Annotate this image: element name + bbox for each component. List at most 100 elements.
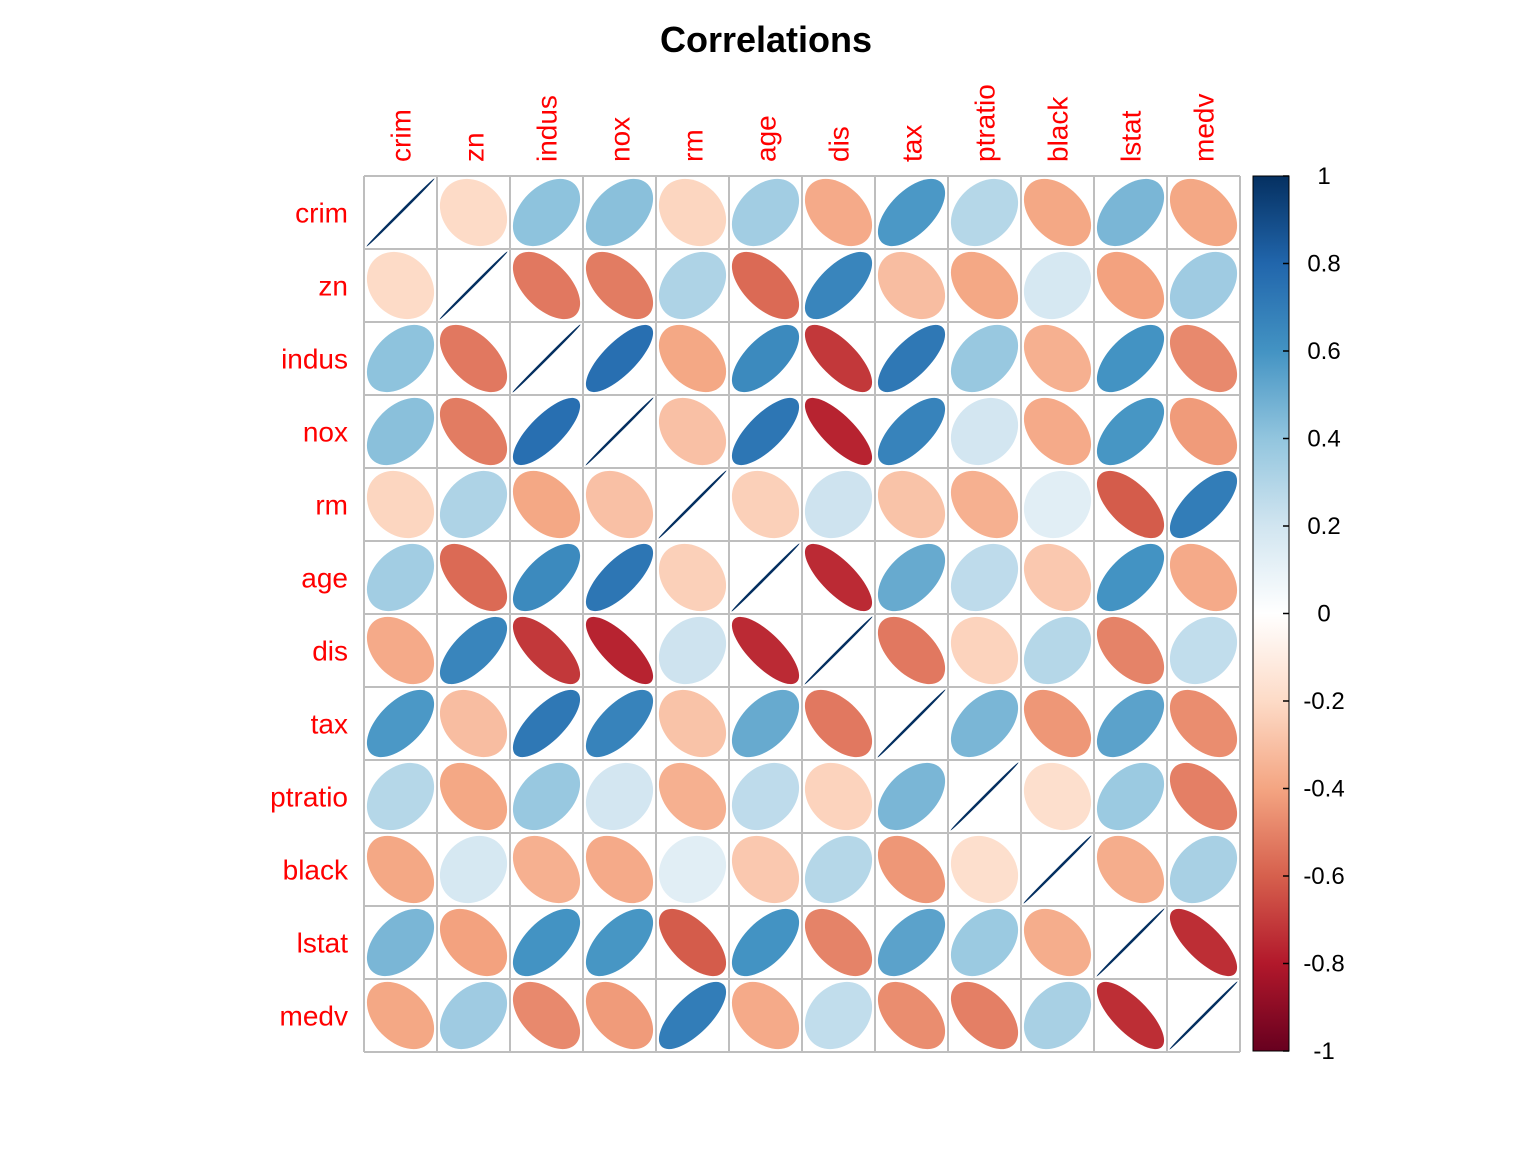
colorbar-tick-label: -0.6: [1303, 863, 1344, 890]
row-label: black: [283, 855, 349, 886]
corr-cell-ptratio-dis: [804, 762, 873, 831]
corr-cell-crim-medv: [1169, 178, 1238, 247]
corr-cell-tax-lstat: [1096, 689, 1165, 758]
corr-cell-age-nox: [585, 543, 654, 612]
corr-cell-black-age: [731, 835, 800, 904]
corr-cell-rm-rm: [658, 470, 727, 539]
corr-cell-ptratio-ptratio: [950, 762, 1019, 831]
corr-cell-ptratio-black: [1023, 762, 1092, 831]
colorbar-tick-label: -0.4: [1303, 776, 1344, 803]
corr-cell-zn-lstat: [1096, 251, 1165, 320]
corr-cell-ptratio-indus: [512, 762, 581, 831]
corr-cell-ptratio-nox: [585, 762, 654, 831]
corr-cell-nox-rm: [658, 397, 727, 466]
corr-cell-tax-tax: [877, 689, 946, 758]
corr-cell-medv-lstat: [1096, 981, 1165, 1050]
corr-cell-lstat-ptratio: [950, 908, 1019, 977]
corr-cell-medv-tax: [877, 981, 946, 1050]
corr-cell-indus-medv: [1169, 324, 1238, 393]
colorbar-tick-label: 1: [1317, 163, 1330, 190]
row-label: nox: [303, 417, 348, 448]
corr-cell-nox-zn: [439, 397, 508, 466]
corr-cell-age-zn: [439, 543, 508, 612]
row-label: crim: [295, 198, 348, 229]
colorbar-tick-label: 0: [1317, 601, 1330, 628]
corr-cell-lstat-nox: [585, 908, 654, 977]
corr-cell-dis-nox: [585, 616, 654, 685]
corr-cell-lstat-tax: [877, 908, 946, 977]
colorbar-tick-label: 0.6: [1307, 338, 1340, 365]
grid-lines: [363, 175, 1241, 1053]
corr-cell-rm-crim: [366, 470, 435, 539]
column-label: age: [751, 115, 782, 162]
row-label: indus: [281, 344, 348, 375]
corr-cell-indus-age: [731, 324, 800, 393]
corr-cell-indus-rm: [658, 324, 727, 393]
corr-cell-ptratio-tax: [877, 762, 946, 831]
corr-cell-rm-dis: [804, 470, 873, 539]
corr-cell-lstat-rm: [658, 908, 727, 977]
corr-cell-indus-black: [1023, 324, 1092, 393]
corr-cell-tax-zn: [439, 689, 508, 758]
corr-cell-dis-crim: [366, 616, 435, 685]
corr-cell-medv-black: [1023, 981, 1092, 1050]
colorbar-tick-label: 0.8: [1307, 251, 1340, 278]
corr-cell-rm-nox: [585, 470, 654, 539]
colorbar-tick-label: 0.2: [1307, 513, 1340, 540]
corr-cell-age-ptratio: [950, 543, 1019, 612]
column-label: lstat: [1116, 110, 1147, 162]
corr-cell-black-zn: [439, 835, 508, 904]
corr-cell-indus-nox: [585, 324, 654, 393]
corr-cell-zn-ptratio: [950, 251, 1019, 320]
colorbar-tick-label: -1: [1313, 1038, 1334, 1065]
corr-cell-nox-tax: [877, 397, 946, 466]
corr-cell-tax-black: [1023, 689, 1092, 758]
corr-cell-zn-nox: [585, 251, 654, 320]
corr-cell-zn-tax: [877, 251, 946, 320]
corr-cell-lstat-black: [1023, 908, 1092, 977]
corr-cell-rm-tax: [877, 470, 946, 539]
corr-cell-lstat-dis: [804, 908, 873, 977]
corr-cell-tax-nox: [585, 689, 654, 758]
corr-cell-ptratio-age: [731, 762, 800, 831]
corr-cell-age-black: [1023, 543, 1092, 612]
row-label: lstat: [297, 928, 349, 959]
corr-cell-black-lstat: [1096, 835, 1165, 904]
corr-cell-age-crim: [366, 543, 435, 612]
corr-cell-dis-indus: [512, 616, 581, 685]
corr-cell-zn-medv: [1169, 251, 1238, 320]
column-labels: crim zn indus nox rm age dis tax ptratio black lst…: [386, 84, 1220, 162]
corr-cell-ptratio-medv: [1169, 762, 1238, 831]
corr-cell-indus-ptratio: [950, 324, 1019, 393]
row-label: rm: [315, 490, 348, 521]
corr-cell-crim-rm: [658, 178, 727, 247]
row-labels: crim zn indus nox rm age dis tax ptratio black lst…: [270, 198, 349, 1032]
colorbar-tick-label: 0.4: [1307, 426, 1340, 453]
column-label: nox: [605, 117, 636, 162]
corr-cell-tax-ptratio: [950, 689, 1019, 758]
corr-cell-dis-rm: [658, 616, 727, 685]
corr-cell-tax-dis: [804, 689, 873, 758]
corr-cell-medv-zn: [439, 981, 508, 1050]
corr-cell-tax-indus: [512, 689, 581, 758]
corr-cell-black-medv: [1169, 835, 1238, 904]
chart-title: Correlations: [660, 19, 872, 60]
corr-cell-zn-rm: [658, 251, 727, 320]
corr-cell-indus-indus: [512, 324, 581, 393]
corr-cell-crim-tax: [877, 178, 946, 247]
corr-cell-medv-dis: [804, 981, 873, 1050]
column-label: zn: [459, 132, 490, 162]
column-label: ptratio: [970, 84, 1001, 162]
corr-cell-rm-black: [1023, 470, 1092, 539]
corr-cell-indus-lstat: [1096, 324, 1165, 393]
corr-cell-nox-indus: [512, 397, 581, 466]
corr-cell-medv-medv: [1169, 981, 1238, 1050]
column-label: medv: [1189, 94, 1220, 162]
corr-cell-zn-black: [1023, 251, 1092, 320]
corr-cell-dis-black: [1023, 616, 1092, 685]
corr-cell-indus-tax: [877, 324, 946, 393]
colorbar-tick-label: -0.8: [1303, 951, 1344, 978]
corr-cell-lstat-indus: [512, 908, 581, 977]
